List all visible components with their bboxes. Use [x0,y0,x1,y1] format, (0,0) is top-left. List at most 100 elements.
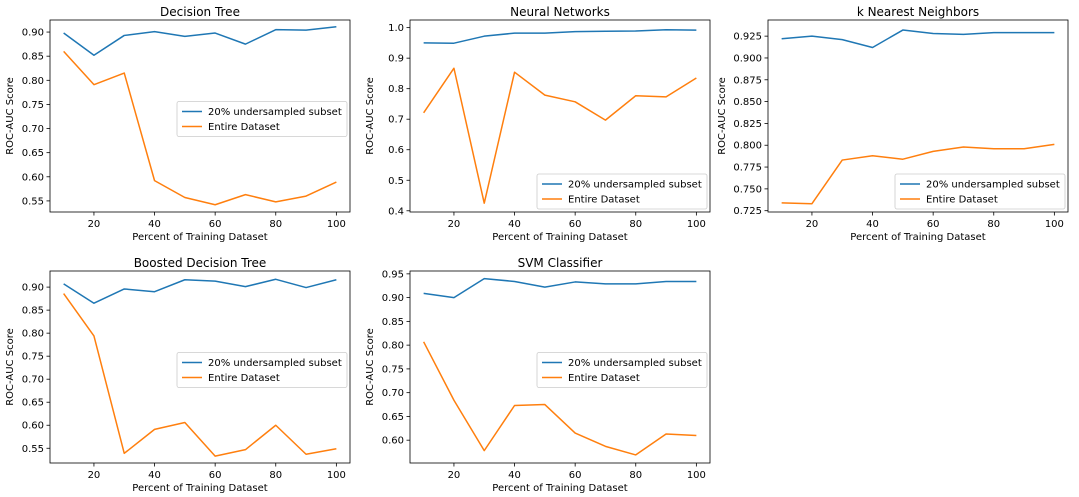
legend-box [536,352,708,388]
series-line-2 [781,143,1055,205]
legend-label-1: 20% undersampled subset [568,358,702,369]
x-tick-label: 40 [508,470,521,481]
y-tick-label: 0.75 [382,364,404,375]
y-tick-label: 0.60 [382,436,404,447]
y-tick-label: 0.55 [22,196,44,207]
legend-box [176,101,348,137]
y-tick-label: 0.775 [733,163,762,174]
chart-title: k Nearest Neighbors [857,5,979,19]
legend-box [894,173,1066,210]
y-tick-label: 0.7 [388,115,404,126]
x-tick-label: 40 [866,219,879,230]
legend: 20% undersampled subset Entire Dataset [536,352,708,388]
x-tick-label: 20 [806,219,819,230]
y-tick-label: 0.90 [382,293,404,304]
chart-panel-4: 20 40 60 80 100 0.55 0.60 0.65 0.70 0.75 0.80 0.85 0… [5,256,351,494]
plot-frame [767,19,1069,213]
legend-label-1: 20% undersampled subset [926,180,1060,191]
chart-title: Boosted Decision Tree [134,256,267,270]
x-tick-label: 80 [269,219,282,230]
x-axis-label: Percent of Training Dataset [850,232,985,243]
legend-label-1: 20% undersampled subset [208,107,342,118]
x-tick-label: 40 [148,470,161,481]
y-tick-label: 0.65 [22,398,44,409]
series-line-1 [423,29,697,44]
y-axis-label: ROC-AUC Score [365,328,376,406]
y-tick-label: 0.750 [733,184,762,195]
y-tick-label: 0.85 [22,306,44,317]
y-axis-label: ROC-AUC Score [5,77,16,155]
x-tick-label: 60 [927,219,940,230]
plot-frame [409,270,711,464]
y-tick-label: 0.75 [22,100,44,111]
legend: 20% undersampled subset Entire Dataset [894,173,1066,210]
x-tick-label: 100 [1045,219,1064,230]
x-tick-label: 80 [629,219,642,230]
y-tick-label: 0.900 [733,53,762,64]
y-tick-label: 0.725 [733,206,762,217]
y-tick-label: 0.800 [733,141,762,152]
series-line-2 [63,50,337,206]
legend-label-2: Entire Dataset [926,195,998,206]
chart-title: SVM Classifier [518,256,603,270]
legend-box [536,173,708,210]
y-tick-label: 0.85 [22,52,44,63]
x-tick-label: 60 [569,470,582,481]
chart-panel-2: 20 40 60 80 100 0.4 0.5 0.6 0.7 0.8 0.9 1.0 Neural N… [365,5,711,243]
x-axis-label: Percent of Training Dataset [132,232,267,243]
chart-panel-3: 20 40 60 80 100 0.725 0.750 0.775 0.800 0.825 0.85… [717,5,1069,243]
series-line-1 [423,277,697,299]
x-tick-label: 20 [448,219,461,230]
y-tick-label: 0.90 [22,283,44,294]
y-tick-label: 0.4 [388,206,404,217]
legend-label-2: Entire Dataset [568,373,640,384]
x-tick-label: 80 [987,219,1000,230]
y-axis-label: ROC-AUC Score [717,77,728,155]
y-tick-label: 0.65 [22,148,44,159]
y-tick-label: 0.70 [22,124,44,135]
y-tick-label: 0.70 [22,375,44,386]
legend-label-1: 20% undersampled subset [568,180,702,191]
chart-panel-5: 20 40 60 80 100 0.60 0.65 0.70 0.75 0.80 0.85 0.90 0… [365,256,711,494]
legend-label-2: Entire Dataset [208,122,280,133]
legend: 20% undersampled subset Entire Dataset [176,352,348,388]
y-tick-label: 0.55 [22,444,44,455]
plot-frame [49,270,351,464]
series-line-2 [423,67,697,204]
legend-label-1: 20% undersampled subset [208,358,342,369]
y-axis-label: ROC-AUC Score [365,77,376,155]
x-tick-label: 20 [88,470,101,481]
x-tick-label: 100 [327,470,346,481]
x-tick-label: 80 [629,470,642,481]
y-tick-label: 0.60 [22,421,44,432]
x-tick-label: 40 [148,219,161,230]
plot-frame [49,19,351,213]
y-tick-label: 0.850 [733,97,762,108]
y-axis-label: ROC-AUC Score [5,328,16,406]
legend-box [176,352,348,388]
y-tick-label: 0.8 [388,84,404,95]
x-tick-label: 100 [687,219,706,230]
x-tick-label: 80 [269,470,282,481]
y-tick-label: 0.60 [22,172,44,183]
series-line-2 [63,293,337,457]
y-tick-label: 0.65 [382,412,404,423]
y-tick-label: 0.6 [388,145,404,156]
legend-label-2: Entire Dataset [568,195,640,206]
legend: 20% undersampled subset Entire Dataset [176,101,348,137]
plot-frame [409,19,711,213]
x-axis-label: Percent of Training Dataset [492,483,627,494]
y-tick-label: 0.80 [382,341,404,352]
x-tick-label: 100 [687,470,706,481]
x-axis-label: Percent of Training Dataset [492,232,627,243]
x-tick-label: 100 [327,219,346,230]
x-axis-label: Percent of Training Dataset [132,483,267,494]
y-tick-label: 0.80 [22,76,44,87]
y-tick-label: 0.825 [733,119,762,130]
series-line-1 [781,29,1055,49]
y-tick-label: 0.70 [382,388,404,399]
y-tick-label: 0.9 [388,54,404,65]
y-tick-label: 0.5 [388,176,404,187]
y-tick-label: 0.75 [22,352,44,363]
